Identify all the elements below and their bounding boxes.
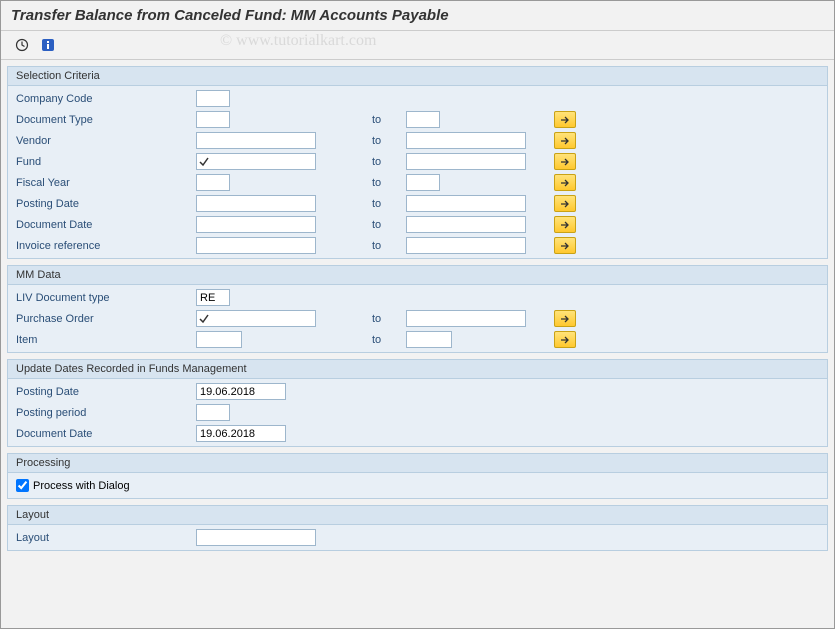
- process-with-dialog-row[interactable]: Process with Dialog: [16, 479, 130, 492]
- to-label: to: [336, 240, 406, 252]
- fiscal-year-from[interactable]: [196, 174, 230, 191]
- vendor-to[interactable]: [406, 132, 526, 149]
- purchase-order-label: Purchase Order: [16, 313, 196, 325]
- update-document-date-input[interactable]: [196, 425, 286, 442]
- fiscal-year-to[interactable]: [406, 174, 440, 191]
- process-with-dialog-checkbox[interactable]: [16, 479, 29, 492]
- liv-document-type-input[interactable]: [196, 289, 230, 306]
- arrow-right-icon: [560, 179, 570, 187]
- fund-from[interactable]: [196, 153, 316, 170]
- item-to[interactable]: [406, 331, 452, 348]
- clock-icon: [15, 38, 29, 52]
- arrow-right-icon: [560, 158, 570, 166]
- fund-label: Fund: [16, 156, 196, 168]
- arrow-right-icon: [560, 221, 570, 229]
- fiscal-year-label: Fiscal Year: [16, 177, 196, 189]
- to-label: to: [336, 334, 406, 346]
- processing-group: Processing Process with Dialog: [7, 453, 828, 499]
- posting-period-label: Posting period: [16, 407, 196, 419]
- document-type-to[interactable]: [406, 111, 440, 128]
- processing-title: Processing: [8, 454, 827, 473]
- company-code-input[interactable]: [196, 90, 230, 107]
- invoice-reference-label: Invoice reference: [16, 240, 196, 252]
- required-check-icon: [199, 314, 209, 324]
- invoice-reference-to[interactable]: [406, 237, 526, 254]
- to-label: to: [336, 156, 406, 168]
- document-type-more-button[interactable]: [554, 111, 576, 128]
- purchase-order-more-button[interactable]: [554, 310, 576, 327]
- to-label: to: [336, 135, 406, 147]
- fund-to[interactable]: [406, 153, 526, 170]
- liv-document-type-label: LIV Document type: [16, 292, 196, 304]
- fund-more-button[interactable]: [554, 153, 576, 170]
- update-posting-date-label: Posting Date: [16, 386, 196, 398]
- update-dates-group: Update Dates Recorded in Funds Managemen…: [7, 359, 828, 447]
- process-with-dialog-label: Process with Dialog: [33, 480, 130, 492]
- update-posting-date-input[interactable]: [196, 383, 286, 400]
- purchase-order-to[interactable]: [406, 310, 526, 327]
- mm-data-title: MM Data: [8, 266, 827, 285]
- document-type-from[interactable]: [196, 111, 230, 128]
- to-label: to: [336, 177, 406, 189]
- arrow-right-icon: [560, 242, 570, 250]
- required-check-icon: [199, 157, 209, 167]
- document-type-label: Document Type: [16, 114, 196, 126]
- item-from[interactable]: [196, 331, 242, 348]
- vendor-label: Vendor: [16, 135, 196, 147]
- posting-date-more-button[interactable]: [554, 195, 576, 212]
- info-icon: [41, 38, 55, 52]
- content-area: Selection Criteria Company Code Document…: [1, 60, 834, 563]
- selection-criteria-title: Selection Criteria: [8, 67, 827, 86]
- selection-criteria-group: Selection Criteria Company Code Document…: [7, 66, 828, 259]
- arrow-right-icon: [560, 200, 570, 208]
- invoice-reference-more-button[interactable]: [554, 237, 576, 254]
- document-date-from[interactable]: [196, 216, 316, 233]
- posting-date-label: Posting Date: [16, 198, 196, 210]
- invoice-reference-from[interactable]: [196, 237, 316, 254]
- update-document-date-label: Document Date: [16, 428, 196, 440]
- document-date-label: Document Date: [16, 219, 196, 231]
- document-date-to[interactable]: [406, 216, 526, 233]
- fiscal-year-more-button[interactable]: [554, 174, 576, 191]
- layout-input[interactable]: [196, 529, 316, 546]
- posting-date-to[interactable]: [406, 195, 526, 212]
- arrow-right-icon: [560, 315, 570, 323]
- toolbar: [1, 31, 834, 60]
- to-label: to: [336, 198, 406, 210]
- posting-period-input[interactable]: [196, 404, 230, 421]
- vendor-from[interactable]: [196, 132, 316, 149]
- update-dates-title: Update Dates Recorded in Funds Managemen…: [8, 360, 827, 379]
- item-label: Item: [16, 334, 196, 346]
- layout-group: Layout Layout: [7, 505, 828, 551]
- item-more-button[interactable]: [554, 331, 576, 348]
- layout-title: Layout: [8, 506, 827, 525]
- layout-label: Layout: [16, 532, 196, 544]
- info-button[interactable]: [37, 35, 59, 55]
- arrow-right-icon: [560, 336, 570, 344]
- to-label: to: [336, 313, 406, 325]
- vendor-more-button[interactable]: [554, 132, 576, 149]
- purchase-order-from[interactable]: [196, 310, 316, 327]
- to-label: to: [336, 114, 406, 126]
- arrow-right-icon: [560, 116, 570, 124]
- execute-button[interactable]: [11, 35, 33, 55]
- company-code-label: Company Code: [16, 93, 196, 105]
- page-title: Transfer Balance from Canceled Fund: MM …: [1, 1, 834, 31]
- arrow-right-icon: [560, 137, 570, 145]
- posting-date-from[interactable]: [196, 195, 316, 212]
- document-date-more-button[interactable]: [554, 216, 576, 233]
- mm-data-group: MM Data LIV Document type Purchase Order…: [7, 265, 828, 353]
- to-label: to: [336, 219, 406, 231]
